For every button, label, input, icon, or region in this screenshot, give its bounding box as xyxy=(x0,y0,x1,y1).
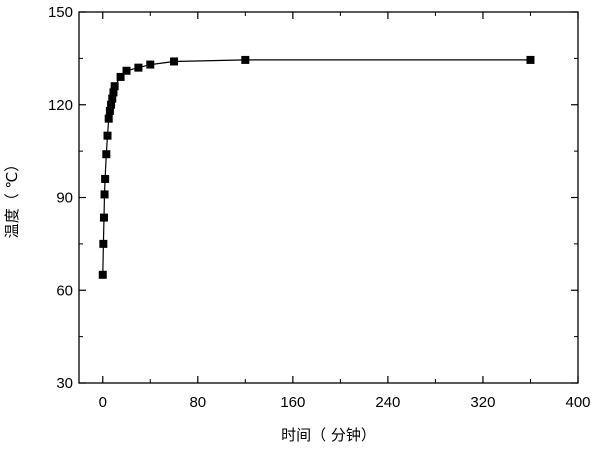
y-tick-label: 60 xyxy=(56,282,73,299)
y-tick-label: 120 xyxy=(48,97,73,114)
data-point xyxy=(170,57,179,66)
y-axis-title: 温度（ ℃） xyxy=(3,157,21,239)
y-tick-label: 30 xyxy=(56,375,73,392)
series-line xyxy=(102,59,531,275)
data-point xyxy=(146,60,155,69)
data-point xyxy=(116,72,125,81)
data-point xyxy=(103,131,112,140)
data-point xyxy=(98,270,107,279)
x-axis-title: 时间（ 分钟） xyxy=(281,426,376,444)
series-layer xyxy=(98,55,535,279)
x-tick-label: 240 xyxy=(375,394,400,411)
data-point xyxy=(241,55,250,64)
data-point xyxy=(107,100,116,109)
data-point xyxy=(526,55,535,64)
y-tick-label: 90 xyxy=(56,190,73,207)
data-point xyxy=(101,174,110,183)
x-tick-label: 320 xyxy=(470,394,495,411)
x-tick-label: 0 xyxy=(99,394,107,411)
data-point xyxy=(122,66,131,75)
x-tick-label: 80 xyxy=(189,394,206,411)
data-point xyxy=(104,114,113,123)
x-tick-label: 400 xyxy=(565,394,590,411)
data-point xyxy=(105,106,114,115)
y-tick-label: 150 xyxy=(48,4,73,21)
data-point xyxy=(134,63,143,72)
data-point xyxy=(99,213,108,222)
x-tick-label: 160 xyxy=(280,394,305,411)
axes: 0 80 160 240 320 400 30 60 90 120 150 xyxy=(48,4,591,411)
data-point xyxy=(102,150,111,159)
data-point xyxy=(100,190,109,199)
data-point xyxy=(110,82,119,91)
data-point xyxy=(99,239,108,248)
data-point xyxy=(108,94,117,103)
data-point xyxy=(109,88,118,97)
